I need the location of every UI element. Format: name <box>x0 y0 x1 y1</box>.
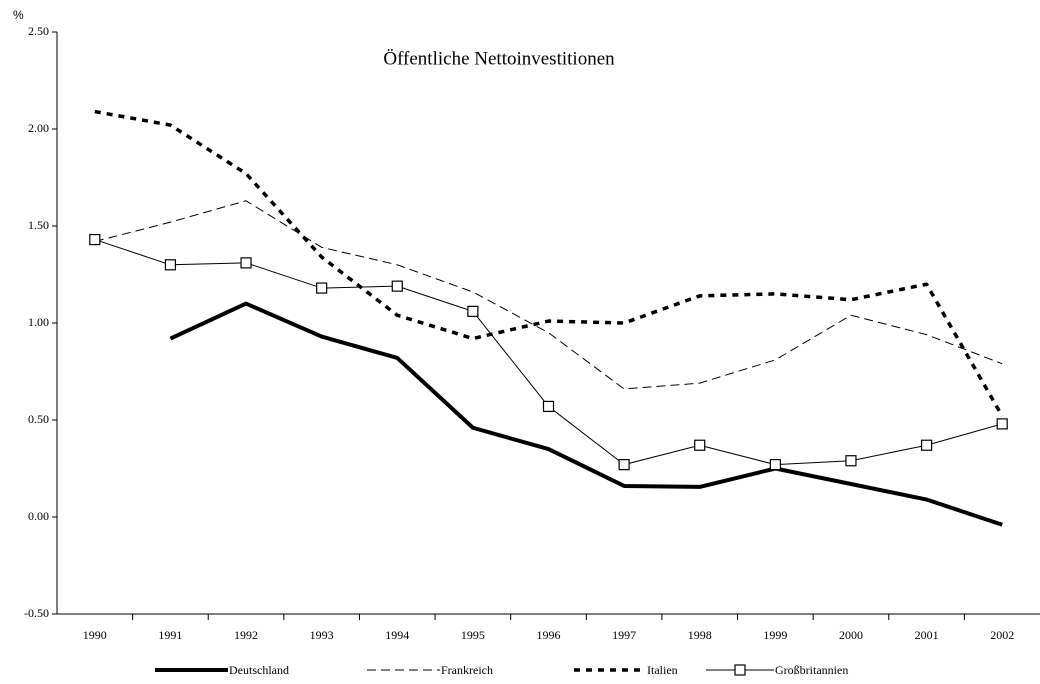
y-tick-label: 0.50 <box>28 412 49 426</box>
x-tick-label: 1990 <box>83 628 107 642</box>
point-marker <box>240 257 252 269</box>
x-tick-label: 2001 <box>915 628 939 642</box>
point-marker <box>845 455 857 467</box>
legend-marker <box>734 664 746 676</box>
y-tick-label: 1.50 <box>28 218 49 232</box>
y-tick-label: 1.00 <box>28 315 49 329</box>
series-line <box>94 200 1003 390</box>
y-axis-label: % <box>13 8 24 22</box>
legend-label: Deutschland <box>229 663 289 677</box>
point-marker <box>391 280 403 292</box>
x-tick-label: 1998 <box>688 628 712 642</box>
x-tick-label: 1991 <box>158 628 182 642</box>
point-marker <box>316 282 328 294</box>
legend-label: Großbritannien <box>775 663 848 677</box>
series-line <box>94 239 1003 466</box>
series-line <box>169 301 1003 527</box>
x-tick-label: 1992 <box>234 628 258 642</box>
y-tick-label: 2.00 <box>28 121 49 135</box>
x-tick-label: 2002 <box>990 628 1014 642</box>
point-marker <box>996 418 1008 430</box>
x-tick-label: 2000 <box>839 628 863 642</box>
x-tick-label: 1996 <box>537 628 561 642</box>
x-tick-label: 1994 <box>385 628 409 642</box>
x-tick-label: 1997 <box>612 628 636 642</box>
point-marker <box>542 400 555 413</box>
point-marker <box>467 305 479 317</box>
point-marker <box>694 439 706 451</box>
x-tick-label: 1995 <box>461 628 485 642</box>
point-marker <box>920 439 933 451</box>
legend-label: Frankreich <box>441 663 493 677</box>
point-marker <box>769 459 781 471</box>
legend-label: Italien <box>647 663 678 677</box>
point-marker <box>618 459 630 471</box>
y-tick-label: 2.50 <box>28 24 49 38</box>
point-marker <box>89 233 101 246</box>
x-tick-label: 1993 <box>310 628 334 642</box>
x-tick-label: 1999 <box>763 628 787 642</box>
series-line <box>94 109 1004 417</box>
y-tick-label: -0.50 <box>24 606 49 620</box>
chart-title: Öffentliche Nettoinvestitionen <box>383 48 615 69</box>
point-marker <box>164 259 177 271</box>
y-tick-label: 0.00 <box>28 509 49 523</box>
